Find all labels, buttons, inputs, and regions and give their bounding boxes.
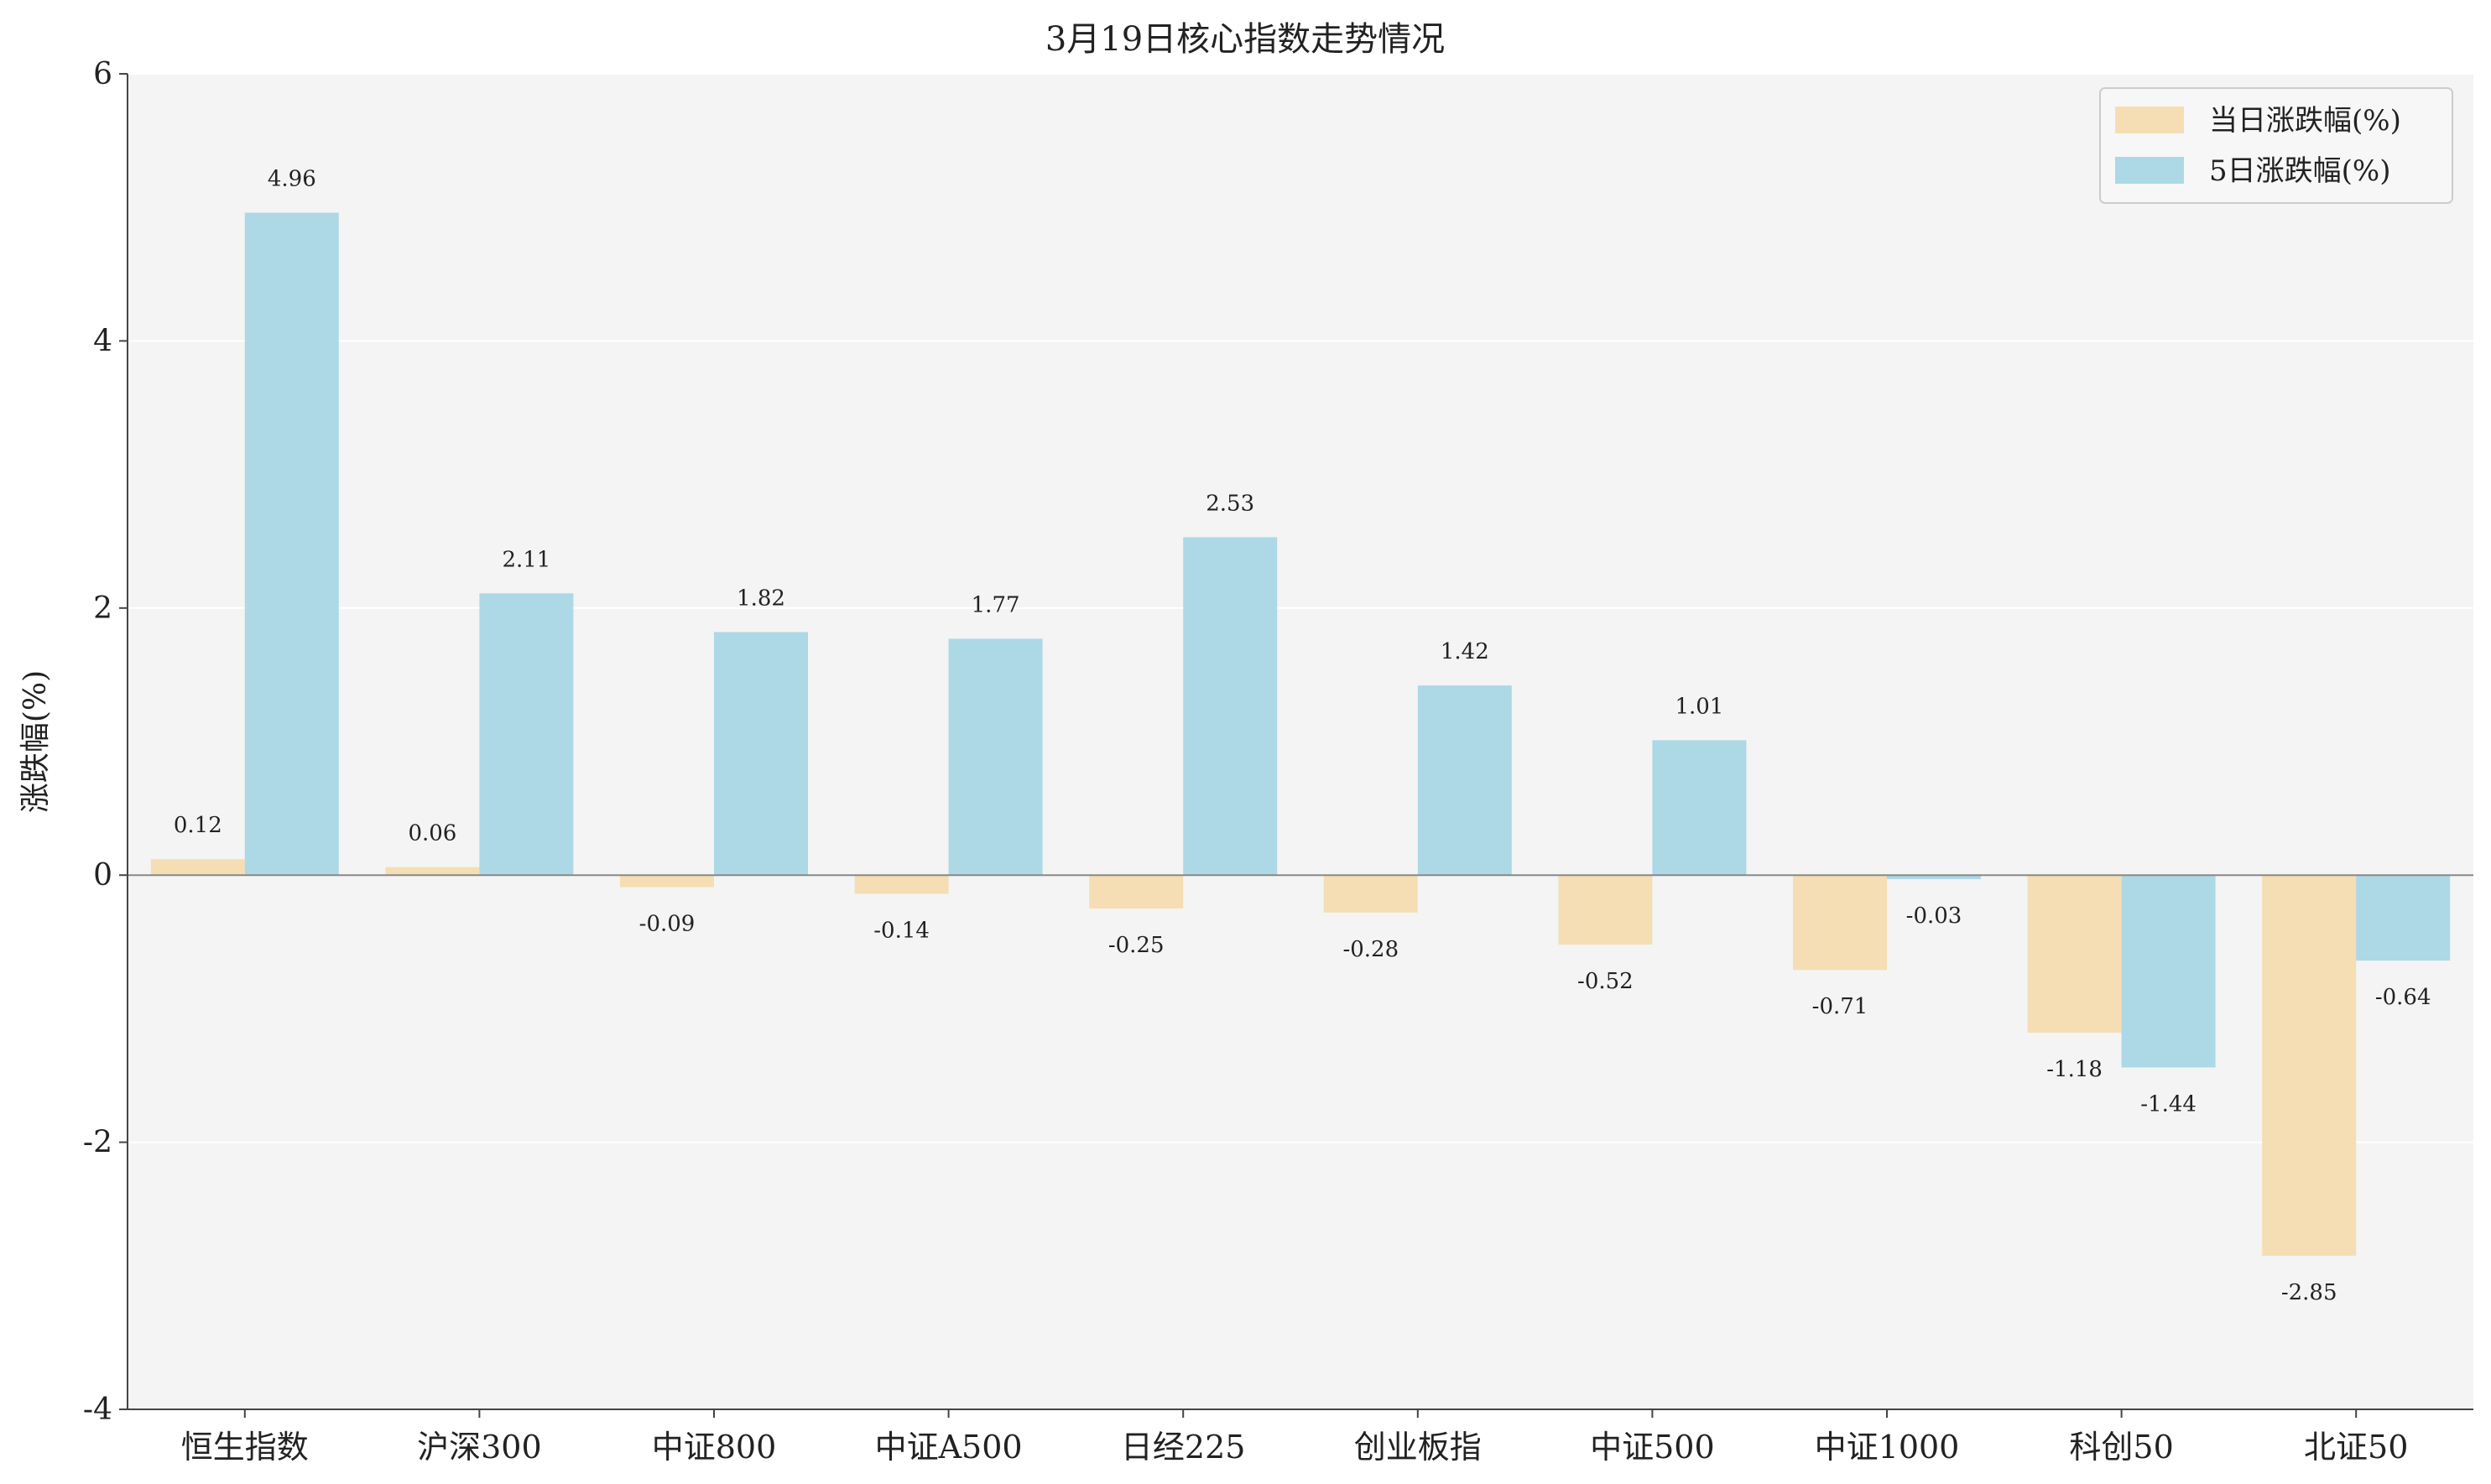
bar [2027,875,2122,1034]
data-label: 0.06 [408,821,456,846]
legend-box [2099,87,2453,204]
legend-swatch-daily [2115,107,2184,133]
x-tick-label: 创业板指 [1354,1429,1482,1466]
data-label: 0.12 [174,813,222,838]
x-tick-label: 北证50 [2304,1429,2408,1466]
y-tick-label: -2 [83,1126,112,1160]
data-label: 1.82 [737,586,785,611]
bar [1417,685,1512,876]
data-label: -0.28 [1342,937,1399,962]
bar [1887,875,1981,879]
bar [244,212,339,876]
bars [150,212,2451,1256]
data-label: 2.53 [1206,491,1254,516]
bar [620,875,714,888]
data-label: -0.14 [873,918,930,943]
bar [948,638,1043,876]
bar [2356,875,2451,961]
data-label: 2.11 [502,547,550,572]
x-tick-label: 中证800 [652,1429,777,1466]
y-tick-label: 2 [93,591,112,626]
legend-label-daily: 当日涨跌幅(%) [2209,104,2401,138]
data-label: -0.09 [639,912,696,937]
bar [1089,875,1184,909]
bar [854,875,949,894]
axes: -4 -2 0 2 4 6 恒生指数 沪深300 中证800 中证A500 日经225 创业板指 中证5… [83,57,2473,1466]
data-label: 1.77 [972,592,1020,617]
data-labels: 0.12 4.96 0.06 2.11 -0.09 1.82 -0.14 1.77 -0.25 2… [174,167,2431,1305]
bar [2262,875,2357,1256]
x-tick-label: 恒生指数 [181,1429,309,1466]
y-tick-label: 0 [93,858,112,893]
legend-swatch-5day [2115,157,2184,184]
y-axis-label: 涨跌幅(%) [18,670,53,813]
x-tick-label: 中证A500 [875,1429,1023,1466]
data-label: -0.52 [1577,969,1634,994]
bar [1652,740,1747,876]
data-label: 4.96 [268,167,316,192]
data-label: -0.25 [1108,933,1165,958]
bar [1793,875,1887,971]
data-label: 1.01 [1675,694,1723,719]
data-label: 1.42 [1441,639,1489,664]
bar [1183,537,1278,876]
data-label: -0.71 [1812,994,1868,1019]
data-label: -1.44 [2140,1091,2197,1117]
bar [1323,875,1418,913]
bar [2121,875,2216,1068]
bar [1558,875,1653,945]
legend: 当日涨跌幅(%) 5日涨跌幅(%) [2099,87,2453,204]
data-label: -2.85 [2281,1280,2337,1305]
bar [150,859,245,876]
data-label: -1.18 [2046,1057,2103,1082]
x-tick-label: 科创50 [2069,1429,2173,1466]
bar [479,593,574,876]
data-label: -0.03 [1906,903,1962,929]
x-tick-label: 日经225 [1121,1429,1246,1466]
x-tick-label: 中证500 [1590,1429,1715,1466]
x-tick-label: 沪深300 [417,1429,542,1466]
legend-label-5day: 5日涨跌幅(%) [2209,154,2390,188]
y-tick-label: -4 [83,1393,112,1427]
y-tick-label: 4 [93,324,112,358]
x-tick-label: 中证1000 [1815,1429,1960,1466]
data-label: -0.64 [2375,985,2431,1010]
y-tick-label: 6 [93,57,112,91]
chart-title: 3月19日核心指数走势情况 [1045,20,1445,59]
bar [385,867,480,876]
bar [714,632,808,876]
